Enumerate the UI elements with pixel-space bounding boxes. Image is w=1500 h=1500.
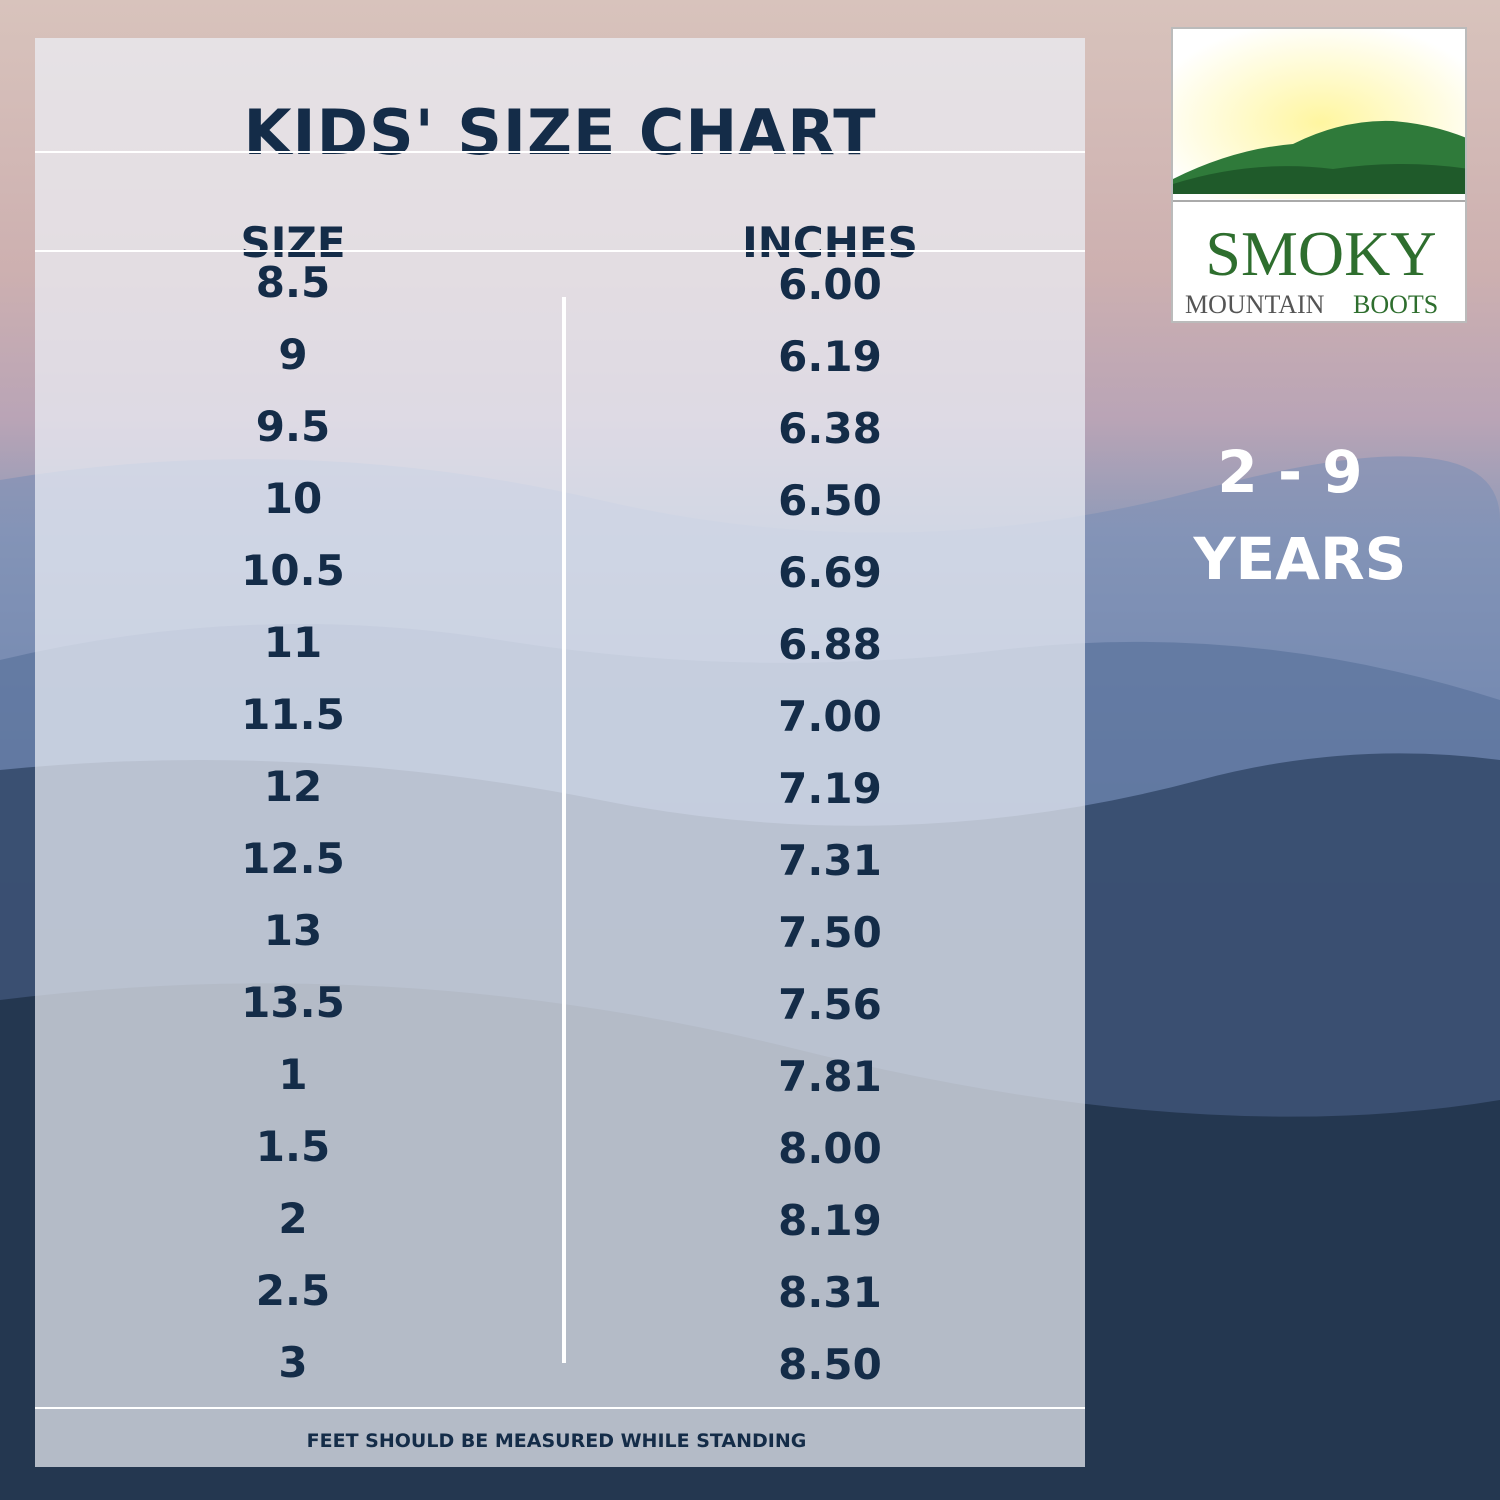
size-cell: 10.5 [241,546,345,595]
size-cell: 13 [263,906,323,955]
inches-cell: 6.50 [778,476,882,525]
inches-cell: 6.19 [778,332,882,381]
column-divider [562,297,566,1363]
size-cell: 13.5 [241,978,345,1027]
size-cell: 9 [278,330,308,379]
age-unit: YEARS [1193,525,1407,593]
footer-note: FEET SHOULD BE MEASURED WHILE STANDING [306,1430,807,1452]
column-header-inches: INCHES [742,218,918,267]
size-cell: 1 [278,1050,308,1099]
size-cell: 8.5 [255,258,331,307]
inches-cell: 7.56 [778,980,882,1029]
size-cell: 11.5 [241,690,345,739]
mountain-logo-icon: SMOKY MOUNTAIN BOOTS [1173,29,1465,319]
inches-cell: 8.50 [778,1340,882,1389]
divider [35,1407,1085,1409]
page-title: KIDS' SIZE CHART [243,96,877,169]
inches-cell: 7.31 [778,836,882,885]
size-cell: 3 [278,1338,308,1387]
size-cell: 2 [278,1194,308,1243]
size-cell: 2.5 [255,1266,331,1315]
logo-text-mountain: MOUNTAIN [1185,290,1325,319]
size-cell: 9.5 [255,402,331,451]
divider [35,250,1085,252]
size-cell: 10 [263,474,323,523]
divider [35,151,1085,153]
inches-cell: 6.38 [778,404,882,453]
size-cell: 12 [263,762,323,811]
logo-text-boots: BOOTS [1353,290,1438,319]
inches-cell: 8.00 [778,1124,882,1173]
size-chart-panel: KIDS' SIZE CHART SIZE INCHES 8.5 6.00 9 6.1… [35,38,1085,1467]
inches-cell: 7.00 [778,692,882,741]
inches-cell: 6.88 [778,620,882,669]
inches-cell: 8.19 [778,1196,882,1245]
age-range: 2 - 9 [1217,438,1363,506]
inches-cell: 7.50 [778,908,882,957]
size-cell: 1.5 [255,1122,331,1171]
inches-cell: 8.31 [778,1268,882,1317]
size-cell: 11 [263,618,323,667]
inches-cell: 6.00 [778,260,882,309]
inches-cell: 6.69 [778,548,882,597]
brand-logo: SMOKY MOUNTAIN BOOTS [1171,27,1467,323]
inches-cell: 7.19 [778,764,882,813]
size-cell: 12.5 [241,834,345,883]
column-header-size: SIZE [240,218,346,267]
logo-text-smoky: SMOKY [1205,218,1436,289]
inches-cell: 7.81 [778,1052,882,1101]
